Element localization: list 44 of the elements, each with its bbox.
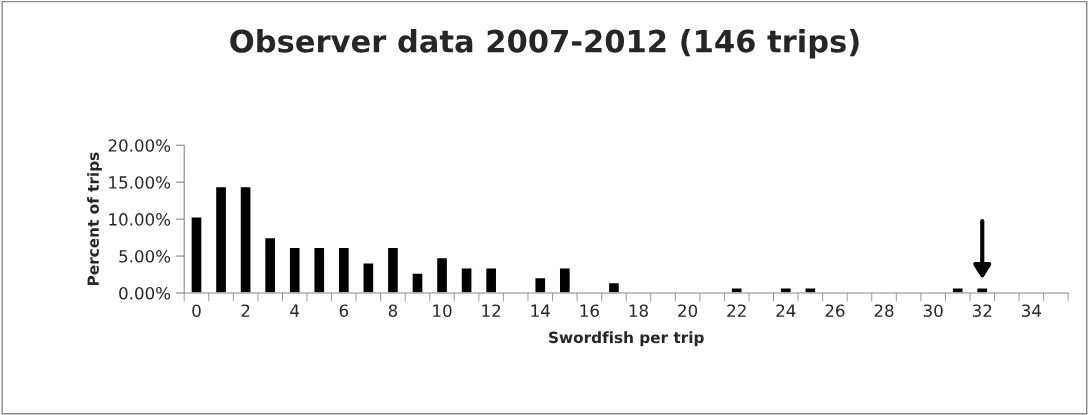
y-tick-label: 15.00% bbox=[109, 176, 171, 189]
bar bbox=[435, 256, 449, 293]
y-tick-label: 0.00% bbox=[119, 286, 171, 300]
x-tick-label: 12 bbox=[482, 304, 501, 317]
bar bbox=[288, 246, 301, 293]
y-tick-label: 5.00% bbox=[119, 250, 171, 263]
x-tick-label: 24 bbox=[776, 304, 796, 317]
bar bbox=[558, 267, 572, 293]
x-tick-label: 34 bbox=[1022, 304, 1042, 317]
x-tick-label: 8 bbox=[388, 304, 398, 317]
bar bbox=[362, 262, 375, 293]
bar bbox=[190, 216, 203, 293]
x-tick-label: 22 bbox=[727, 304, 746, 317]
x-tick-label: 20 bbox=[678, 304, 698, 317]
x-tick-label: 2 bbox=[241, 304, 250, 317]
bar bbox=[263, 236, 277, 293]
x-tick-label: 32 bbox=[972, 304, 992, 317]
chart-title: Observer data 2007-2012 (146 trips) bbox=[230, 29, 859, 59]
bar bbox=[214, 185, 228, 293]
bar bbox=[411, 272, 424, 293]
bar bbox=[804, 287, 817, 293]
x-tick-label: 0 bbox=[192, 304, 201, 317]
x-tick-label: 16 bbox=[580, 304, 599, 317]
y-tick-label: 20.00% bbox=[108, 139, 171, 152]
x-tick-label: 30 bbox=[923, 304, 943, 317]
x-tick-label: 10 bbox=[433, 304, 452, 317]
x-tick-label: 4 bbox=[290, 304, 300, 317]
y-axis-title: Percent of trips bbox=[87, 152, 102, 285]
bar bbox=[534, 276, 547, 293]
bar bbox=[484, 267, 498, 293]
y-tick-label: 10.00% bbox=[109, 213, 171, 226]
x-tick-label: 26 bbox=[825, 304, 845, 317]
bar bbox=[951, 287, 964, 293]
x-tick-label: 14 bbox=[531, 304, 550, 317]
bar bbox=[337, 246, 351, 293]
bar bbox=[460, 267, 473, 293]
bar bbox=[730, 287, 743, 293]
bar bbox=[313, 246, 326, 293]
bar bbox=[386, 246, 400, 293]
x-axis-title: Swordfish per trip bbox=[549, 331, 704, 347]
x-tick-label: 28 bbox=[874, 304, 894, 317]
bar bbox=[239, 185, 252, 293]
x-tick-label: 18 bbox=[629, 304, 648, 317]
x-tick-label: 6 bbox=[339, 304, 349, 317]
